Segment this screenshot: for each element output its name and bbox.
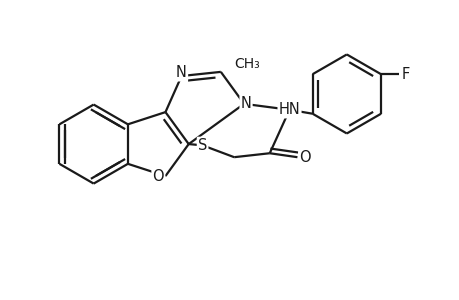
Text: O: O xyxy=(152,169,164,184)
Text: O: O xyxy=(299,150,310,165)
Text: N: N xyxy=(240,96,251,111)
Text: N: N xyxy=(176,65,186,80)
Text: CH₃: CH₃ xyxy=(234,57,260,71)
Text: F: F xyxy=(401,67,409,82)
Text: HN: HN xyxy=(278,102,300,117)
Text: S: S xyxy=(197,138,207,153)
